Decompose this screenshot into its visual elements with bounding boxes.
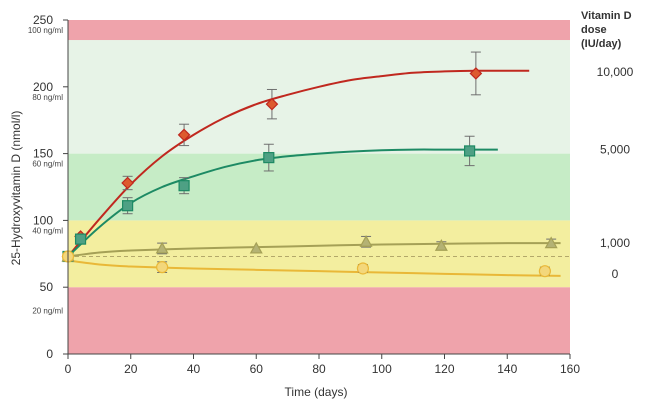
y-tick-label: 250 xyxy=(33,13,53,27)
right-axis-title-line: dose xyxy=(581,24,607,36)
right-axis-title-line: Vitamin D xyxy=(581,10,632,22)
x-tick-label: 40 xyxy=(187,362,201,376)
circle-point-1 xyxy=(156,261,169,274)
x-tick-label: 20 xyxy=(124,362,138,376)
circle-point-2 xyxy=(356,262,370,275)
dose-label: 0 xyxy=(612,267,619,281)
diamond-point-2 xyxy=(121,176,134,190)
triangle-point-3 xyxy=(359,235,373,247)
y-tick-label: 150 xyxy=(33,147,53,161)
square-point-3 xyxy=(178,180,190,192)
diamond-point-3 xyxy=(177,128,191,142)
fit-curve-square xyxy=(67,148,498,258)
square-point-4 xyxy=(263,152,275,164)
fit-curve-triangle xyxy=(67,242,561,258)
fit-curve-diamond xyxy=(67,69,530,258)
diamond-point-5 xyxy=(469,67,483,80)
circle-point-3 xyxy=(538,265,552,278)
x-axis-label: Time (days) xyxy=(285,385,348,399)
dose-label: 5,000 xyxy=(600,143,630,157)
axes: 0 20 40 60 80 100 120 140 160 0 50 100 150 200 250 20 n… xyxy=(28,13,580,376)
band-3 xyxy=(68,40,570,154)
band-4 xyxy=(68,20,570,41)
y-secondary-tick-label: 40 ng/ml xyxy=(32,226,63,235)
x-tick-label: 100 xyxy=(372,362,392,376)
y-secondary-tick-label: 100 ng/ml xyxy=(28,26,63,35)
concentration-bands xyxy=(68,20,570,354)
y-secondary-tick-label: 80 ng/ml xyxy=(32,93,63,102)
x-tick-label: 0 xyxy=(65,362,72,376)
fitted-curves xyxy=(67,69,561,277)
triangle-point-4 xyxy=(434,239,448,251)
axis-labels: Time (days) 25-Hydroxyvitamin D (nmol/l) xyxy=(9,111,347,399)
x-tick-label: 80 xyxy=(312,362,326,376)
square-point-1 xyxy=(74,233,87,245)
y-secondary-tick-label: 20 ng/ml xyxy=(32,307,63,316)
diamond-point-4 xyxy=(265,97,279,111)
triangle-point-5 xyxy=(544,236,558,249)
right-axis-title-line: (IU/day) xyxy=(581,38,622,50)
y-tick-label: 50 xyxy=(40,280,54,294)
dose-label: 1,000 xyxy=(600,236,630,250)
y-axis-label: 25-Hydroxyvitamin D (nmol/l) xyxy=(9,111,23,266)
x-tick-label: 60 xyxy=(250,362,264,376)
triangle-point-2 xyxy=(249,241,263,254)
right-dose-axis: Vitamin D dose (IU/day) 10,000 5,000 1,000 0 xyxy=(581,10,634,281)
band-1 xyxy=(68,220,570,288)
x-tick-label: 140 xyxy=(497,362,517,376)
x-tick-label: 160 xyxy=(560,362,580,376)
y-secondary-tick-label: 60 ng/ml xyxy=(32,160,63,169)
y-tick-label: 200 xyxy=(33,80,53,94)
y-tick-label: 0 xyxy=(46,347,53,361)
square-point-2 xyxy=(122,200,134,212)
x-tick-label: 120 xyxy=(434,362,454,376)
fit-curve-circle xyxy=(67,259,561,277)
square-point-5 xyxy=(464,145,476,157)
band-0 xyxy=(68,287,570,354)
y-tick-label: 100 xyxy=(33,213,53,227)
band-2 xyxy=(68,153,570,221)
dose-label: 10,000 xyxy=(597,65,634,79)
triangle-point-1 xyxy=(155,241,169,254)
